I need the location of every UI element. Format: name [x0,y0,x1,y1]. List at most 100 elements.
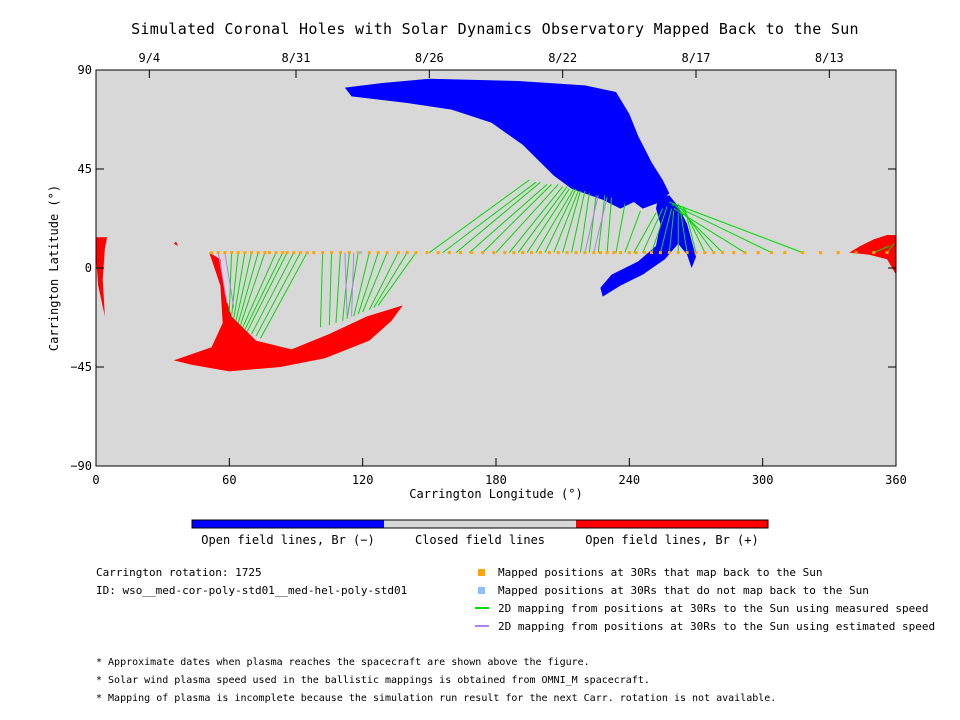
coronal-hole-negative-1 [600,195,696,297]
mapped-point-16 [312,251,316,255]
measured-mapping-line-57 [873,245,890,254]
measured-mapping-line-30 [517,186,568,253]
mapped-point-22 [367,251,371,255]
mapped-point-37 [521,251,525,255]
measured-mapping-line-3 [235,252,253,321]
mapped-point-68 [818,251,822,255]
top-date-label-1: 8/31 [282,51,311,65]
mapped-point-15 [305,251,309,255]
measured-mapping-line-17 [353,252,370,317]
chart-title: Simulated Coronal Holes with Solar Dynam… [131,20,859,38]
top-date-label-5: 8/13 [815,51,844,65]
measured-mapping-line-46 [659,208,673,253]
measured-mapping-line-0 [228,252,233,313]
mapped-point-32 [470,251,474,255]
measured-mapping-line-42 [624,210,641,253]
mapped-point-8 [263,251,267,255]
legend-marker-mapped [478,569,485,576]
mapped-point-19 [338,251,342,255]
estimated-mapping-line-4 [584,195,599,253]
measured-mapping-line-6 [242,252,277,328]
legend-label-unmapped: Mapped positions at 30Rs that do not map… [498,584,869,597]
measured-mapping-line-32 [535,188,575,253]
mapped-point-69 [836,251,840,255]
measured-mapping-line-34 [553,190,579,253]
colorbar-label-closed: Closed field lines [414,533,546,547]
mapped-point-56 [676,251,680,255]
measured-mapping-line-39 [597,195,606,253]
mapped-point-55 [667,251,671,255]
measured-mapping-line-49 [679,210,688,253]
x-tick-label-6: 360 [885,473,907,487]
x-tick-label-0: 0 [92,473,99,487]
measured-mapping-line-25 [455,181,541,253]
coronal-hole-negative-0 [344,78,670,209]
mapped-point-10 [274,251,278,255]
mapped-point-39 [538,251,542,255]
mapped-point-48 [612,251,616,255]
mapped-point-42 [565,251,569,255]
measured-mapping-line-2 [233,252,246,319]
top-date-label-3: 8/22 [548,51,577,65]
top-date-label-4: 8/17 [682,51,711,65]
measured-mapping-line-52 [677,203,715,253]
mapped-point-14 [298,251,302,255]
mapped-point-13 [292,251,296,255]
x-tick-label-4: 240 [618,473,640,487]
measured-mapping-line-8 [246,252,288,333]
mapped-point-70 [854,251,858,255]
legend-label-estimated: 2D mapping from positions at 30Rs to the… [498,620,936,633]
mapped-point-2 [223,251,227,255]
run-id: ID: wso__med-cor-poly-std01__med-hel-pol… [96,584,408,597]
legend-marker-estimated [475,625,489,627]
colorbar-segment-0 [192,520,384,528]
y-tick-label-0: 90 [78,63,92,77]
x-axis-label: Carrington Longitude (°) [409,487,582,501]
measured-mapping-line-28 [495,184,559,253]
mapped-point-54 [658,251,662,255]
carrington-rotation: Carrington rotation: 1725 [96,566,262,579]
coronal-hole-positive-2 [173,252,403,372]
measured-mapping-line-14 [335,252,341,324]
mapped-point-3 [230,251,234,255]
mapped-point-30 [447,251,451,255]
measured-mapping-line-18 [357,252,379,315]
measured-mapping-line-10 [255,252,301,337]
mapped-point-33 [481,251,485,255]
legend-marker-measured [475,607,489,609]
measured-mapping-line-40 [606,197,613,253]
coronal-hole-positive-5 [849,235,896,275]
mapped-point-26 [405,251,409,255]
mapped-point-25 [396,251,400,255]
mapped-point-9 [267,251,271,255]
colorbar-segment-1 [384,520,576,528]
x-tick-label-2: 120 [352,473,374,487]
mapped-point-43 [574,251,578,255]
footnote-speed: * Solar wind plasma speed used in the ba… [96,675,650,686]
estimated-mapping-line-0 [217,252,228,304]
mapped-point-38 [530,251,534,255]
mapped-point-4 [236,251,240,255]
mapped-point-21 [356,251,360,255]
mapped-point-18 [330,251,334,255]
estimated-mapping-line-3 [351,252,355,317]
measured-mapping-line-1 [231,252,239,317]
mapped-point-53 [650,251,654,255]
mapped-point-49 [618,251,622,255]
x-tick-label-3: 180 [485,473,507,487]
mapped-point-52 [643,251,647,255]
y-tick-label-2: 0 [85,261,92,275]
measured-mapping-line-36 [571,190,586,253]
measured-mapping-line-23 [429,179,530,254]
measured-mapping-line-35 [562,190,581,253]
measured-mapping-line-24 [442,181,537,253]
mapped-point-50 [627,251,631,255]
measured-mapping-line-26 [469,184,548,253]
legend-label-measured: 2D mapping from positions at 30Rs to the… [498,602,929,615]
mapped-point-71 [872,251,876,255]
measured-mapping-line-29 [508,186,564,253]
mapped-point-65 [770,251,774,255]
mapped-point-1 [216,251,220,255]
coronal-hole-positive-4 [96,237,108,317]
